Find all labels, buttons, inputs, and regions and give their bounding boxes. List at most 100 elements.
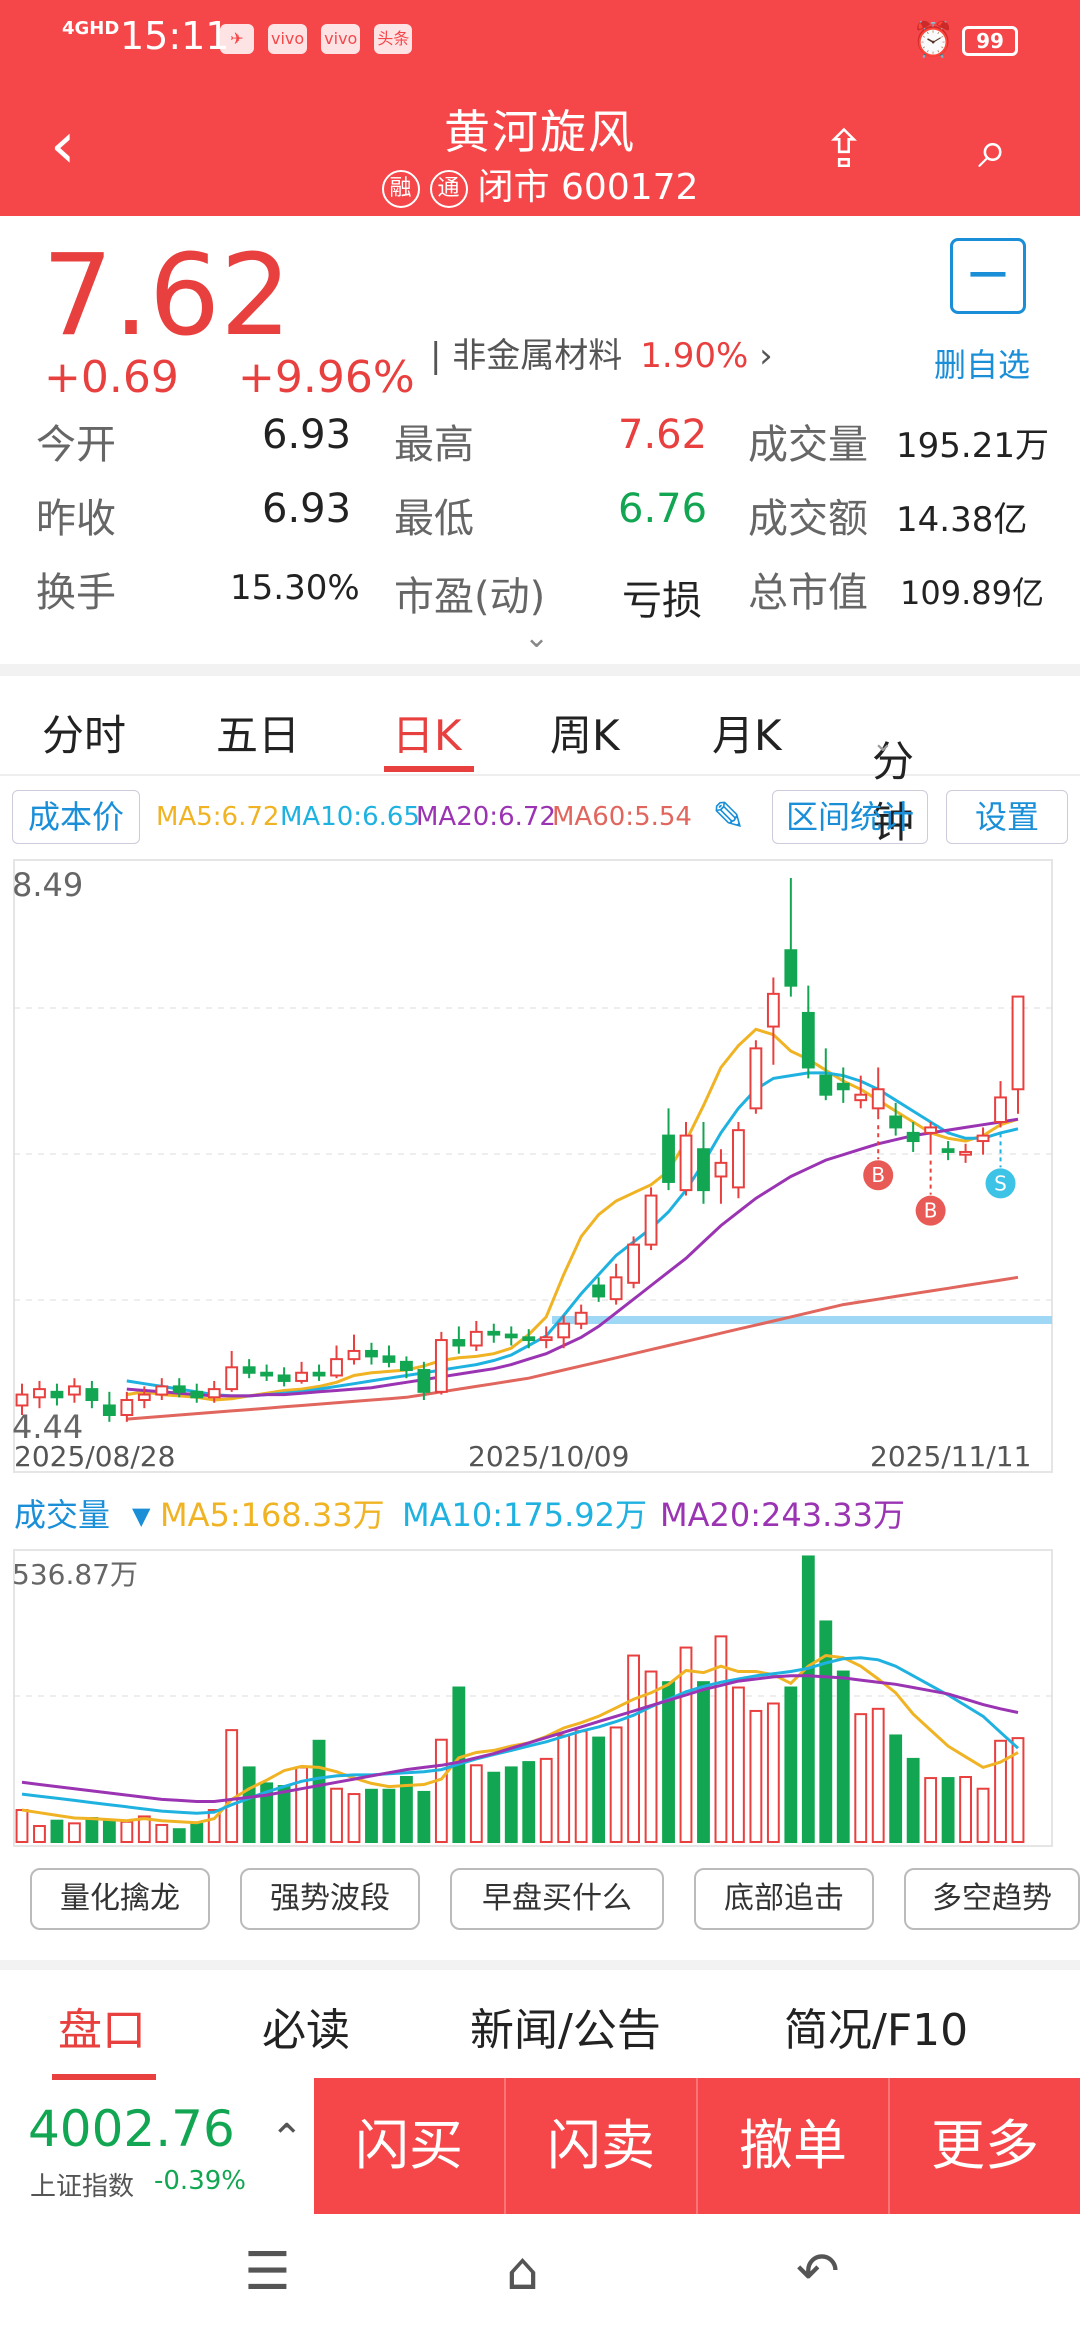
candle-body	[557, 1322, 571, 1339]
notification-app-icon: vivo	[321, 24, 361, 54]
candle-body	[487, 1330, 501, 1336]
ma20-value: MA20:6.72	[416, 802, 556, 832]
candle	[522, 1329, 536, 1349]
volume-bar	[994, 1739, 1007, 1843]
tab-daily-k[interactable]: 日K	[392, 711, 462, 760]
tab-must-read[interactable]: 必读	[262, 2005, 350, 2056]
candle-body	[365, 1349, 378, 1358]
volume-panel-frame	[13, 1549, 1053, 1847]
candle	[819, 1048, 833, 1101]
candle	[452, 1326, 466, 1354]
active-tab-indicator	[384, 766, 474, 772]
date-label: 2025/10/09	[468, 1440, 629, 1473]
stat-value: 6.93	[262, 412, 352, 458]
index-value[interactable]: 4002.76	[28, 2100, 235, 2158]
date-label: 2025/11/11	[870, 1440, 1031, 1473]
volume-bar	[487, 1771, 501, 1844]
quick-buy-button[interactable]: 闪买	[355, 2114, 463, 2177]
more-button[interactable]: 更多	[888, 2078, 1080, 2214]
home-icon[interactable]: ⌂	[506, 2242, 540, 2302]
kline-chart[interactable]: 8.49 4.44 2025/08/28 2025/10/09 2025/11/…	[0, 856, 1080, 1856]
bottom-trade-bar: 4002.76 上证指数 -0.39% ⌃ 闪买 闪卖 撤单 更多	[0, 2078, 1080, 2214]
volume-bar	[347, 1793, 361, 1843]
volume-bar	[679, 1646, 693, 1844]
volume-label: 成交量	[14, 1496, 110, 1534]
candle-body	[749, 1047, 763, 1110]
volume-max-label: 536.87万	[12, 1558, 138, 1591]
tab-orderbook[interactable]: 盘口	[58, 2005, 146, 2056]
volume-bar	[400, 1776, 413, 1844]
chip-morning-buy[interactable]: 早盘买什么	[450, 1868, 664, 1930]
back-icon[interactable]: ‹	[50, 109, 76, 183]
volume-bar	[749, 1709, 763, 1844]
stock-subtitle: 融通闭市 600172	[0, 158, 1080, 210]
share-icon[interactable]: ⇪	[822, 120, 866, 180]
candle-body	[784, 949, 798, 987]
last-price: 7.62	[42, 231, 292, 361]
cancel-order-button[interactable]: 撤单	[696, 2078, 888, 2214]
volume-bar	[365, 1788, 378, 1844]
candle	[469, 1320, 483, 1351]
chip-strong-band[interactable]: 强势波段	[240, 1868, 420, 1930]
candle	[417, 1361, 431, 1401]
cost-price-button[interactable]: 成本价	[12, 790, 140, 844]
system-nav-bar: ☰ ⌂ ↶	[0, 2214, 1080, 2340]
price-change-pct: +9.96%	[238, 352, 415, 403]
remove-watchlist-label[interactable]: 删自选	[934, 346, 1031, 384]
candle-body	[452, 1339, 466, 1347]
volume-dropdown-icon[interactable]: ▼	[132, 1502, 151, 1530]
stat-label: 今开	[36, 422, 116, 468]
candle	[609, 1263, 623, 1305]
chip-quant[interactable]: 量化擒龙	[30, 1868, 210, 1930]
candle	[33, 1380, 46, 1409]
sector-link[interactable]: | 非金属材料 1.90% ›	[430, 336, 773, 376]
tab-weekly-k[interactable]: 周K	[550, 711, 620, 760]
candle-body	[504, 1333, 518, 1339]
volume-bar	[33, 1825, 46, 1844]
period-tabs: 分时 五日 日K 周K 月K 分 钟 ⌄	[0, 676, 1080, 847]
menu-icon[interactable]: ☰	[244, 2242, 291, 2302]
search-icon[interactable]: ⌕	[978, 120, 1008, 180]
candle-body	[33, 1388, 46, 1399]
candle	[959, 1143, 972, 1163]
candle-body	[994, 1096, 1007, 1123]
candle-body	[400, 1360, 413, 1372]
chevron-up-icon[interactable]: ⌃	[270, 2116, 304, 2162]
candle-body	[732, 1129, 745, 1189]
volume-bar	[242, 1766, 256, 1843]
stat-label: 换手	[36, 570, 116, 616]
expand-chevron-icon[interactable]: ⌄	[524, 620, 550, 655]
candle-body	[469, 1330, 483, 1347]
candle-body	[662, 1134, 675, 1183]
remove-watchlist-button[interactable]: −	[950, 238, 1026, 314]
settings-button[interactable]: 设置	[946, 790, 1068, 844]
volume-bar	[714, 1635, 728, 1844]
volume-bar	[137, 1815, 151, 1844]
draw-pencil-icon[interactable]: ✎	[712, 794, 746, 840]
candle-body	[85, 1388, 99, 1402]
candle-body	[836, 1082, 850, 1091]
volume-bar	[15, 1809, 29, 1843]
quick-sell-button[interactable]: 闪卖	[504, 2078, 696, 2214]
volume-bar	[102, 1819, 116, 1843]
volume-bar	[592, 1736, 606, 1844]
tab-news[interactable]: 新闻/公告	[470, 2005, 661, 2056]
candle-body	[592, 1284, 606, 1298]
candle	[190, 1383, 204, 1403]
tab-intraday[interactable]: 分时	[42, 711, 127, 760]
alarm-icon: ⏰	[912, 20, 955, 60]
stat-value: 6.76	[618, 486, 708, 532]
tab-profile[interactable]: 简况/F10	[784, 2005, 969, 2056]
candle-body	[68, 1385, 81, 1396]
info-tabs: 盘口 必读 新闻/公告 简况/F10	[0, 1960, 1080, 2080]
back-nav-icon[interactable]: ↶	[796, 2242, 840, 2302]
chip-bottom-chase[interactable]: 底部追击	[694, 1868, 874, 1930]
range-stats-button[interactable]: 区间统计	[772, 790, 928, 844]
tab-five-day[interactable]: 五日	[216, 711, 301, 760]
chip-trend[interactable]: 多空趋势	[904, 1868, 1080, 1930]
candle-body	[574, 1311, 588, 1325]
candle-body	[522, 1336, 536, 1342]
candle	[627, 1236, 640, 1289]
tab-monthly-k[interactable]: 月K	[712, 711, 782, 760]
stat-value: 7.62	[618, 412, 708, 458]
